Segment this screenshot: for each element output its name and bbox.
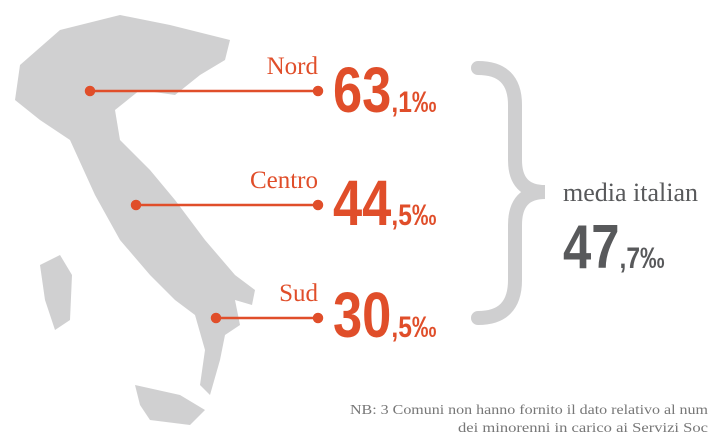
average-label: media italian: [563, 178, 698, 207]
value-decimal: ,1‰: [391, 85, 436, 119]
value-integer: 47: [563, 213, 620, 282]
value-integer: 63: [333, 55, 391, 126]
region-value: 63,1‰: [333, 55, 436, 126]
average-value: 47,7‰: [563, 213, 665, 282]
brace: [471, 61, 546, 325]
value-decimal: ,7‰: [620, 241, 665, 275]
region-label: Centro: [250, 167, 318, 194]
region-label: Nord: [267, 53, 319, 80]
note-line: NB: 3 Comuni non hanno fornito il dato r…: [350, 403, 708, 418]
value-decimal: ,5‰: [391, 310, 436, 344]
connectors: [84, 85, 324, 324]
italy-map: [15, 15, 255, 425]
region-value: 44,5‰: [333, 168, 436, 239]
value-decimal: ,5‰: [391, 198, 436, 232]
region-label: Sud: [279, 280, 318, 307]
value-integer: 30: [333, 280, 391, 351]
region-value: 30,5‰: [333, 280, 436, 351]
note-line: dei minorenni in carico ai Servizi Soc: [458, 421, 708, 436]
value-integer: 44: [333, 168, 392, 239]
